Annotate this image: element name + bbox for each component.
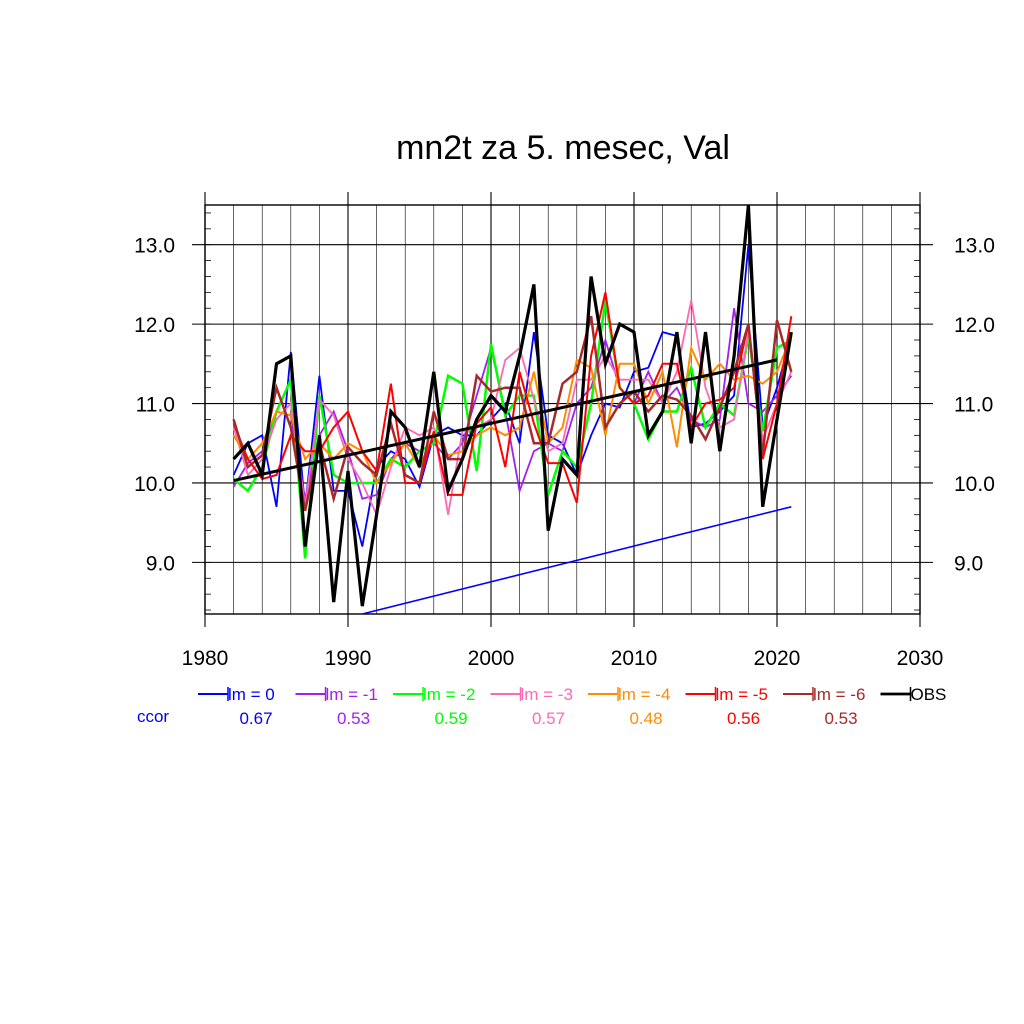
x-tick-label: 2030 — [897, 647, 944, 670]
y-tick-label-right: 13.0 — [954, 235, 995, 258]
trend-line-obs — [233, 358, 778, 483]
series-line-lm-4 — [232, 335, 793, 485]
y-tick-label-right: 9.0 — [954, 552, 983, 575]
series-line-lm-1 — [232, 308, 793, 500]
y-tick-label-left: 9.0 — [146, 552, 175, 575]
x-tick-label: 2010 — [611, 647, 658, 670]
ccor-value: 0.48 — [629, 709, 662, 728]
trend-line-blue — [362, 506, 792, 614]
legend-item-label: lm = -5 — [716, 685, 768, 704]
legend-item-label: lm = -6 — [813, 685, 865, 704]
ccor-value: 0.67 — [239, 709, 272, 728]
y-tick-label-left: 11.0 — [136, 394, 175, 417]
x-tick-label: 2000 — [468, 647, 515, 670]
y-tick-label-right: 12.0 — [954, 314, 995, 337]
legend-item-label: lm = -3 — [521, 685, 573, 704]
y-tick-label-right: 10.0 — [954, 473, 995, 496]
chart-title: mn2t za 5. mesec, Val — [396, 129, 730, 167]
ccor-value: 0.53 — [824, 709, 857, 728]
ccor-value: 0.59 — [434, 709, 467, 728]
ccor-label: ccor — [137, 707, 169, 726]
ccor-value: 0.57 — [532, 709, 565, 728]
axes — [204, 204, 921, 615]
legend-item-label: lm = -4 — [618, 685, 670, 704]
y-tick-label-left: 13.0 — [134, 235, 175, 258]
legend: ccor lm = 0 0.67 lm = -1 0.53 lm = -2 0.59 lm … — [137, 685, 946, 728]
plot-frame — [204, 204, 921, 615]
x-tick-label: 2020 — [754, 647, 801, 670]
y-tick-label-left: 10.0 — [134, 473, 175, 496]
y-tick-label-left: 12.0 — [134, 314, 175, 337]
legend-item-label: lm = -2 — [423, 685, 475, 704]
legend-item-label: lm = 0 — [228, 685, 275, 704]
legend-item-label: OBS — [911, 685, 947, 704]
legend-item-label: lm = -1 — [326, 685, 378, 704]
series-line-obs — [232, 204, 793, 607]
series-group — [232, 204, 793, 607]
x-tick-label: 1980 — [182, 647, 229, 670]
x-tick-label: 1990 — [325, 647, 372, 670]
ccor-value: 0.53 — [337, 709, 370, 728]
series-line-lm-3 — [232, 300, 793, 518]
y-tick-label-right: 11.0 — [954, 394, 993, 417]
tick-labels: 1980 1990 2000 2010 2020 2030 9.0 9.0 10.0 10.0 11… — [134, 235, 995, 670]
trend-lines — [233, 358, 792, 614]
ccor-value: 0.56 — [727, 709, 760, 728]
